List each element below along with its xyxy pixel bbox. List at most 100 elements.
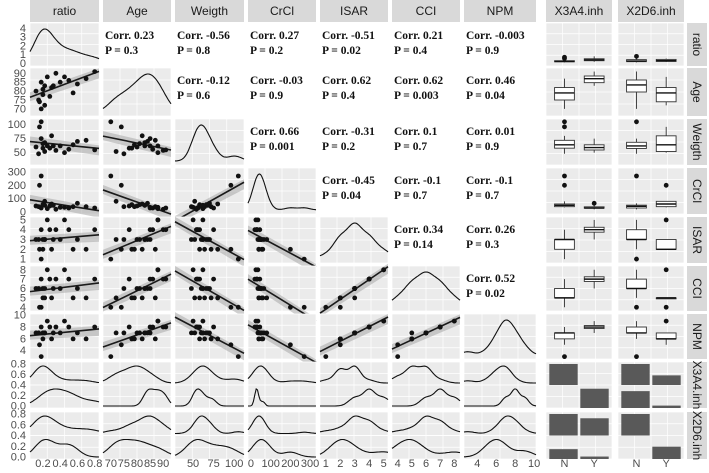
y-tick-label: 90 bbox=[14, 68, 26, 80]
conditional-density bbox=[102, 415, 172, 433]
data-point bbox=[108, 119, 114, 125]
data-point bbox=[215, 336, 221, 342]
data-point bbox=[256, 246, 262, 252]
y-tick-label: 1 bbox=[20, 254, 26, 266]
data-point bbox=[57, 237, 63, 242]
data-point bbox=[152, 204, 158, 210]
data-point bbox=[118, 304, 124, 310]
data-point bbox=[142, 330, 148, 336]
outlier-point bbox=[634, 173, 639, 179]
data-point bbox=[132, 295, 137, 301]
data-point bbox=[92, 147, 98, 153]
data-point bbox=[36, 330, 41, 336]
y-tick-label: 0.2 bbox=[11, 441, 26, 453]
x-tick-label: 50 bbox=[187, 458, 199, 470]
density-curve bbox=[175, 124, 245, 162]
x-tick-label: 75 bbox=[118, 458, 130, 470]
x-tick-label: 2 bbox=[337, 458, 343, 470]
p-value: P = 0.3 bbox=[466, 239, 499, 251]
p-value: P = 0.9 bbox=[466, 45, 499, 57]
corr-value: Corr. 0.1 bbox=[394, 126, 438, 138]
x-tick-label: 70 bbox=[105, 458, 117, 470]
data-point bbox=[152, 246, 158, 252]
data-point bbox=[395, 342, 401, 348]
corr-value: Corr. -0.12 bbox=[177, 75, 230, 87]
data-point bbox=[53, 206, 59, 212]
corr-value: Corr. -0.1 bbox=[394, 175, 441, 187]
data-point bbox=[409, 330, 415, 336]
data-point bbox=[288, 246, 293, 252]
y-tick-label: 3 bbox=[20, 32, 26, 44]
column-strip-label: CCI bbox=[416, 4, 437, 18]
count-bar bbox=[621, 391, 650, 408]
outlier-point bbox=[562, 124, 567, 130]
data-point bbox=[44, 74, 50, 80]
data-point bbox=[203, 237, 209, 242]
corr-value: Corr. 0.62 bbox=[394, 75, 443, 87]
outlier-point bbox=[562, 173, 567, 179]
corr-value: Corr. 0.21 bbox=[394, 30, 443, 42]
data-point bbox=[92, 227, 98, 233]
data-point bbox=[83, 336, 89, 342]
data-point bbox=[258, 286, 264, 291]
box bbox=[655, 135, 677, 152]
box bbox=[554, 239, 575, 250]
data-point bbox=[207, 330, 212, 336]
corr-value: Corr. 0.23 bbox=[105, 30, 154, 42]
data-point bbox=[38, 136, 44, 142]
x-tick-label: 0.4 bbox=[53, 458, 68, 470]
x-tick-label: 1 bbox=[323, 458, 329, 470]
data-point bbox=[108, 304, 114, 310]
data-point bbox=[194, 276, 200, 282]
conditional-density bbox=[463, 415, 537, 434]
y-tick-label: 300 bbox=[8, 167, 26, 179]
box bbox=[655, 332, 677, 340]
data-point bbox=[163, 205, 169, 211]
column-strip bbox=[320, 0, 388, 22]
outlier-point bbox=[663, 304, 669, 310]
data-point bbox=[118, 342, 124, 348]
data-point bbox=[70, 246, 76, 252]
x-tick-label: 7 bbox=[437, 458, 443, 470]
count-bar bbox=[652, 375, 681, 385]
data-point bbox=[126, 145, 132, 151]
data-point bbox=[66, 78, 72, 83]
x-tick-label: 85 bbox=[144, 458, 156, 470]
corr-value: Corr. 0.01 bbox=[466, 126, 515, 138]
data-point bbox=[50, 202, 56, 208]
data-point bbox=[150, 324, 156, 330]
confidence-band bbox=[103, 184, 171, 222]
p-value: P = 0.14 bbox=[394, 239, 433, 251]
outlier-point bbox=[562, 182, 567, 188]
data-point bbox=[47, 276, 53, 282]
data-point bbox=[44, 267, 50, 273]
corr-value: Corr. 0.66 bbox=[250, 126, 299, 138]
data-point bbox=[37, 99, 42, 105]
row-strip-label: Weigth bbox=[690, 123, 704, 160]
corr-value: Corr. -0.1 bbox=[466, 175, 513, 187]
conditional-density bbox=[29, 415, 100, 432]
data-point bbox=[36, 286, 41, 291]
data-point bbox=[40, 86, 46, 92]
conditional-density bbox=[319, 365, 388, 384]
y-tick-label: 10 bbox=[14, 310, 26, 322]
data-point bbox=[66, 227, 72, 233]
x-tick-label: 10 bbox=[528, 458, 540, 470]
column-strip bbox=[464, 0, 536, 22]
column-strip bbox=[618, 0, 684, 22]
data-point bbox=[42, 295, 48, 301]
confidence-band bbox=[175, 265, 244, 318]
outlier-point bbox=[634, 304, 639, 310]
y-tick-label: 100 bbox=[8, 119, 26, 131]
data-point bbox=[83, 295, 89, 301]
data-point bbox=[142, 237, 148, 242]
data-point bbox=[155, 143, 161, 149]
y-tick-label: 75 bbox=[14, 95, 26, 107]
data-point bbox=[139, 133, 145, 139]
density-curve bbox=[102, 73, 172, 109]
p-value: P = 0.003 bbox=[394, 90, 439, 102]
p-value: P = 0.7 bbox=[394, 141, 427, 153]
x-tick-label: N bbox=[561, 458, 569, 470]
data-point bbox=[255, 318, 261, 324]
data-point bbox=[423, 330, 429, 336]
